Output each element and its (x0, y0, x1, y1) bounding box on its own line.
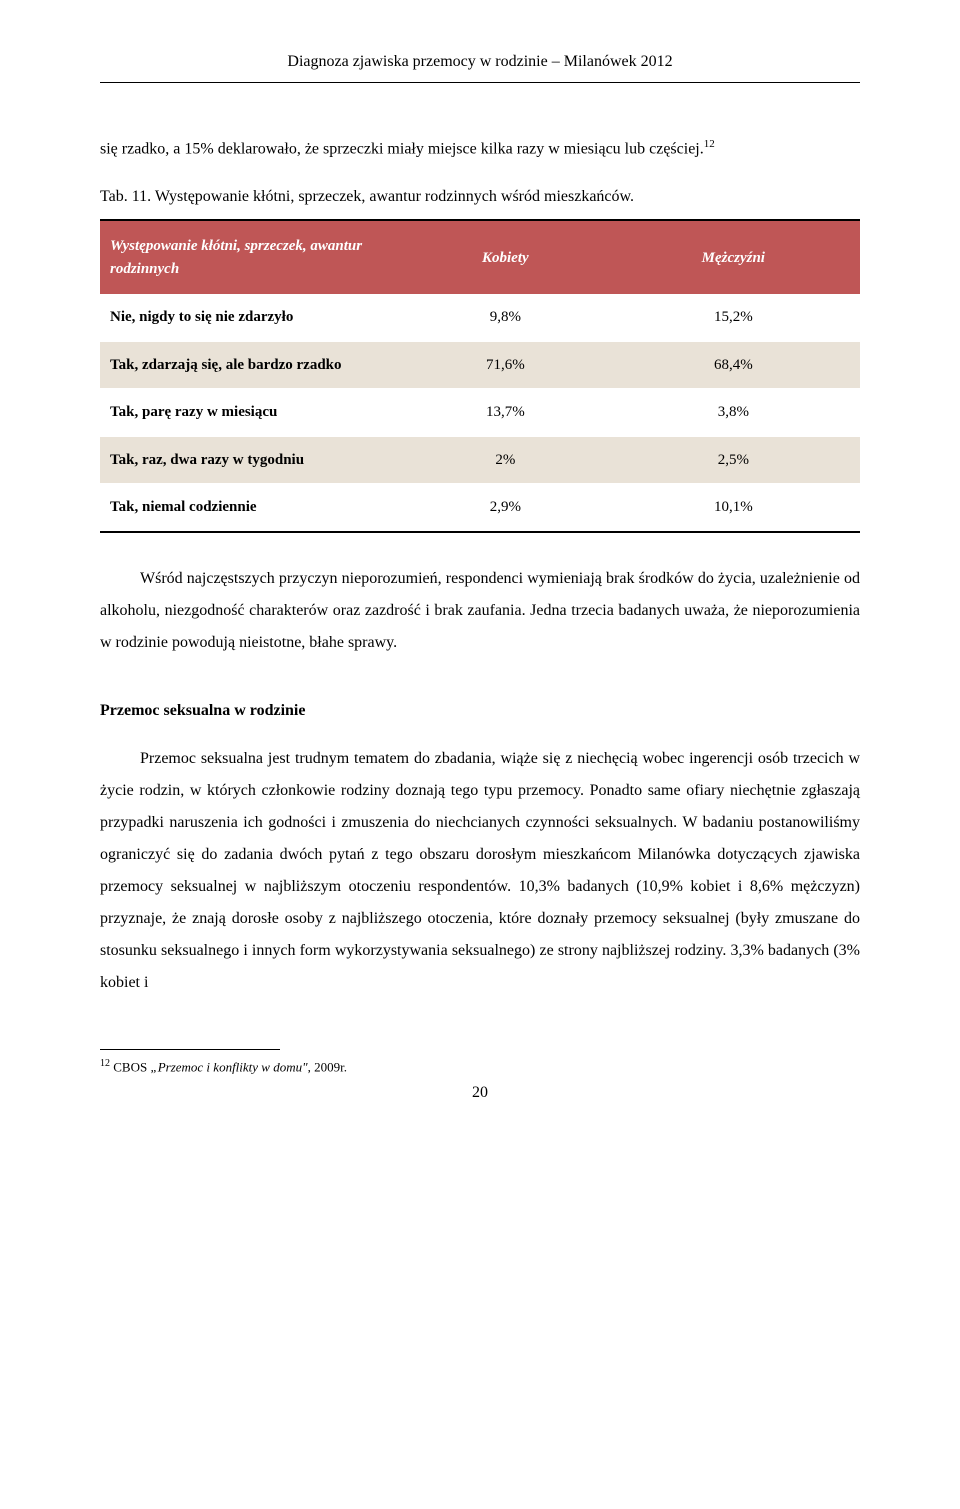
table-row: Nie, nigdy to się nie zdarzyło 9,8% 15,2… (100, 294, 860, 341)
cell: 2% (404, 436, 607, 484)
cell: Tak, parę razy w miesiącu (100, 389, 404, 437)
cell: 10,1% (607, 484, 860, 532)
table-row: Tak, zdarzają się, ale bardzo rzadko 71,… (100, 341, 860, 389)
table-caption: Tab. 11. Występowanie kłótni, sprzeczek,… (100, 185, 860, 209)
cell: Nie, nigdy to się nie zdarzyło (100, 294, 404, 341)
table-header-row: Występowanie kłótni, sprzeczek, awantur … (100, 220, 860, 294)
page-number: 20 (100, 1081, 860, 1105)
intro-paragraph: się rzadko, a 15% deklarowało, że sprzec… (100, 133, 860, 165)
cell: 68,4% (607, 341, 860, 389)
cell: Tak, zdarzają się, ale bardzo rzadko (100, 341, 404, 389)
cell: 2,5% (607, 436, 860, 484)
footnote-separator (100, 1049, 280, 1050)
running-header: Diagnoza zjawiska przemocy w rodzinie – … (100, 50, 860, 83)
cell: 13,7% (404, 389, 607, 437)
cell: 2,9% (404, 484, 607, 532)
cell: Tak, niemal codziennie (100, 484, 404, 532)
data-table: Występowanie kłótni, sprzeczek, awantur … (100, 219, 860, 533)
footnote-italic: „Przemoc i konflikty w domu", (150, 1059, 310, 1074)
cell: Tak, raz, dwa razy w tygodniu (100, 436, 404, 484)
intro-text: się rzadko, a 15% deklarowało, że sprzec… (100, 140, 704, 157)
col-header-2: Mężczyźni (607, 220, 860, 294)
footnote-ref-12: 12 (704, 138, 715, 150)
footnote-suffix: 2009r. (311, 1059, 347, 1074)
section-heading: Przemoc seksualna w rodzinie (100, 699, 860, 723)
header-title: Diagnoza zjawiska przemocy w rodzinie – … (287, 53, 672, 70)
table-row: Tak, parę razy w miesiącu 13,7% 3,8% (100, 389, 860, 437)
col-header-1: Kobiety (404, 220, 607, 294)
table-row: Tak, raz, dwa razy w tygodniu 2% 2,5% (100, 436, 860, 484)
cell: 3,8% (607, 389, 860, 437)
paragraph-1: Wśród najczęstszych przyczyn nieporozumi… (100, 563, 860, 659)
table-row: Tak, niemal codziennie 2,9% 10,1% (100, 484, 860, 532)
cell: 71,6% (404, 341, 607, 389)
footnote-12: 12 CBOS „Przemoc i konflikty w domu", 20… (100, 1056, 860, 1077)
cell: 15,2% (607, 294, 860, 341)
footnote-prefix: CBOS (110, 1059, 150, 1074)
col-header-0: Występowanie kłótni, sprzeczek, awantur … (100, 220, 404, 294)
cell: 9,8% (404, 294, 607, 341)
paragraph-2: Przemoc seksualna jest trudnym tematem d… (100, 743, 860, 999)
footnote-number: 12 (100, 1058, 110, 1069)
